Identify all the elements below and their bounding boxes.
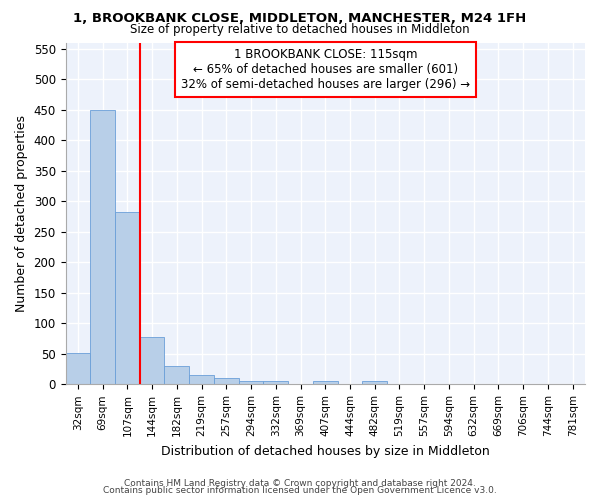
Bar bbox=[313, 382, 338, 384]
Bar bbox=[140, 338, 164, 384]
Text: Contains HM Land Registry data © Crown copyright and database right 2024.: Contains HM Land Registry data © Crown c… bbox=[124, 478, 476, 488]
Bar bbox=[362, 382, 387, 384]
Text: 1, BROOKBANK CLOSE, MIDDLETON, MANCHESTER, M24 1FH: 1, BROOKBANK CLOSE, MIDDLETON, MANCHESTE… bbox=[73, 12, 527, 26]
Bar bbox=[90, 110, 115, 384]
Bar bbox=[164, 366, 189, 384]
Bar bbox=[263, 382, 288, 384]
Y-axis label: Number of detached properties: Number of detached properties bbox=[15, 115, 28, 312]
Text: Size of property relative to detached houses in Middleton: Size of property relative to detached ho… bbox=[130, 22, 470, 36]
Bar bbox=[239, 382, 263, 384]
Bar bbox=[115, 212, 140, 384]
Bar bbox=[65, 352, 90, 384]
X-axis label: Distribution of detached houses by size in Middleton: Distribution of detached houses by size … bbox=[161, 444, 490, 458]
Text: Contains public sector information licensed under the Open Government Licence v3: Contains public sector information licen… bbox=[103, 486, 497, 495]
Text: 1 BROOKBANK CLOSE: 115sqm
← 65% of detached houses are smaller (601)
32% of semi: 1 BROOKBANK CLOSE: 115sqm ← 65% of detac… bbox=[181, 48, 470, 90]
Bar bbox=[189, 375, 214, 384]
Bar bbox=[214, 378, 239, 384]
